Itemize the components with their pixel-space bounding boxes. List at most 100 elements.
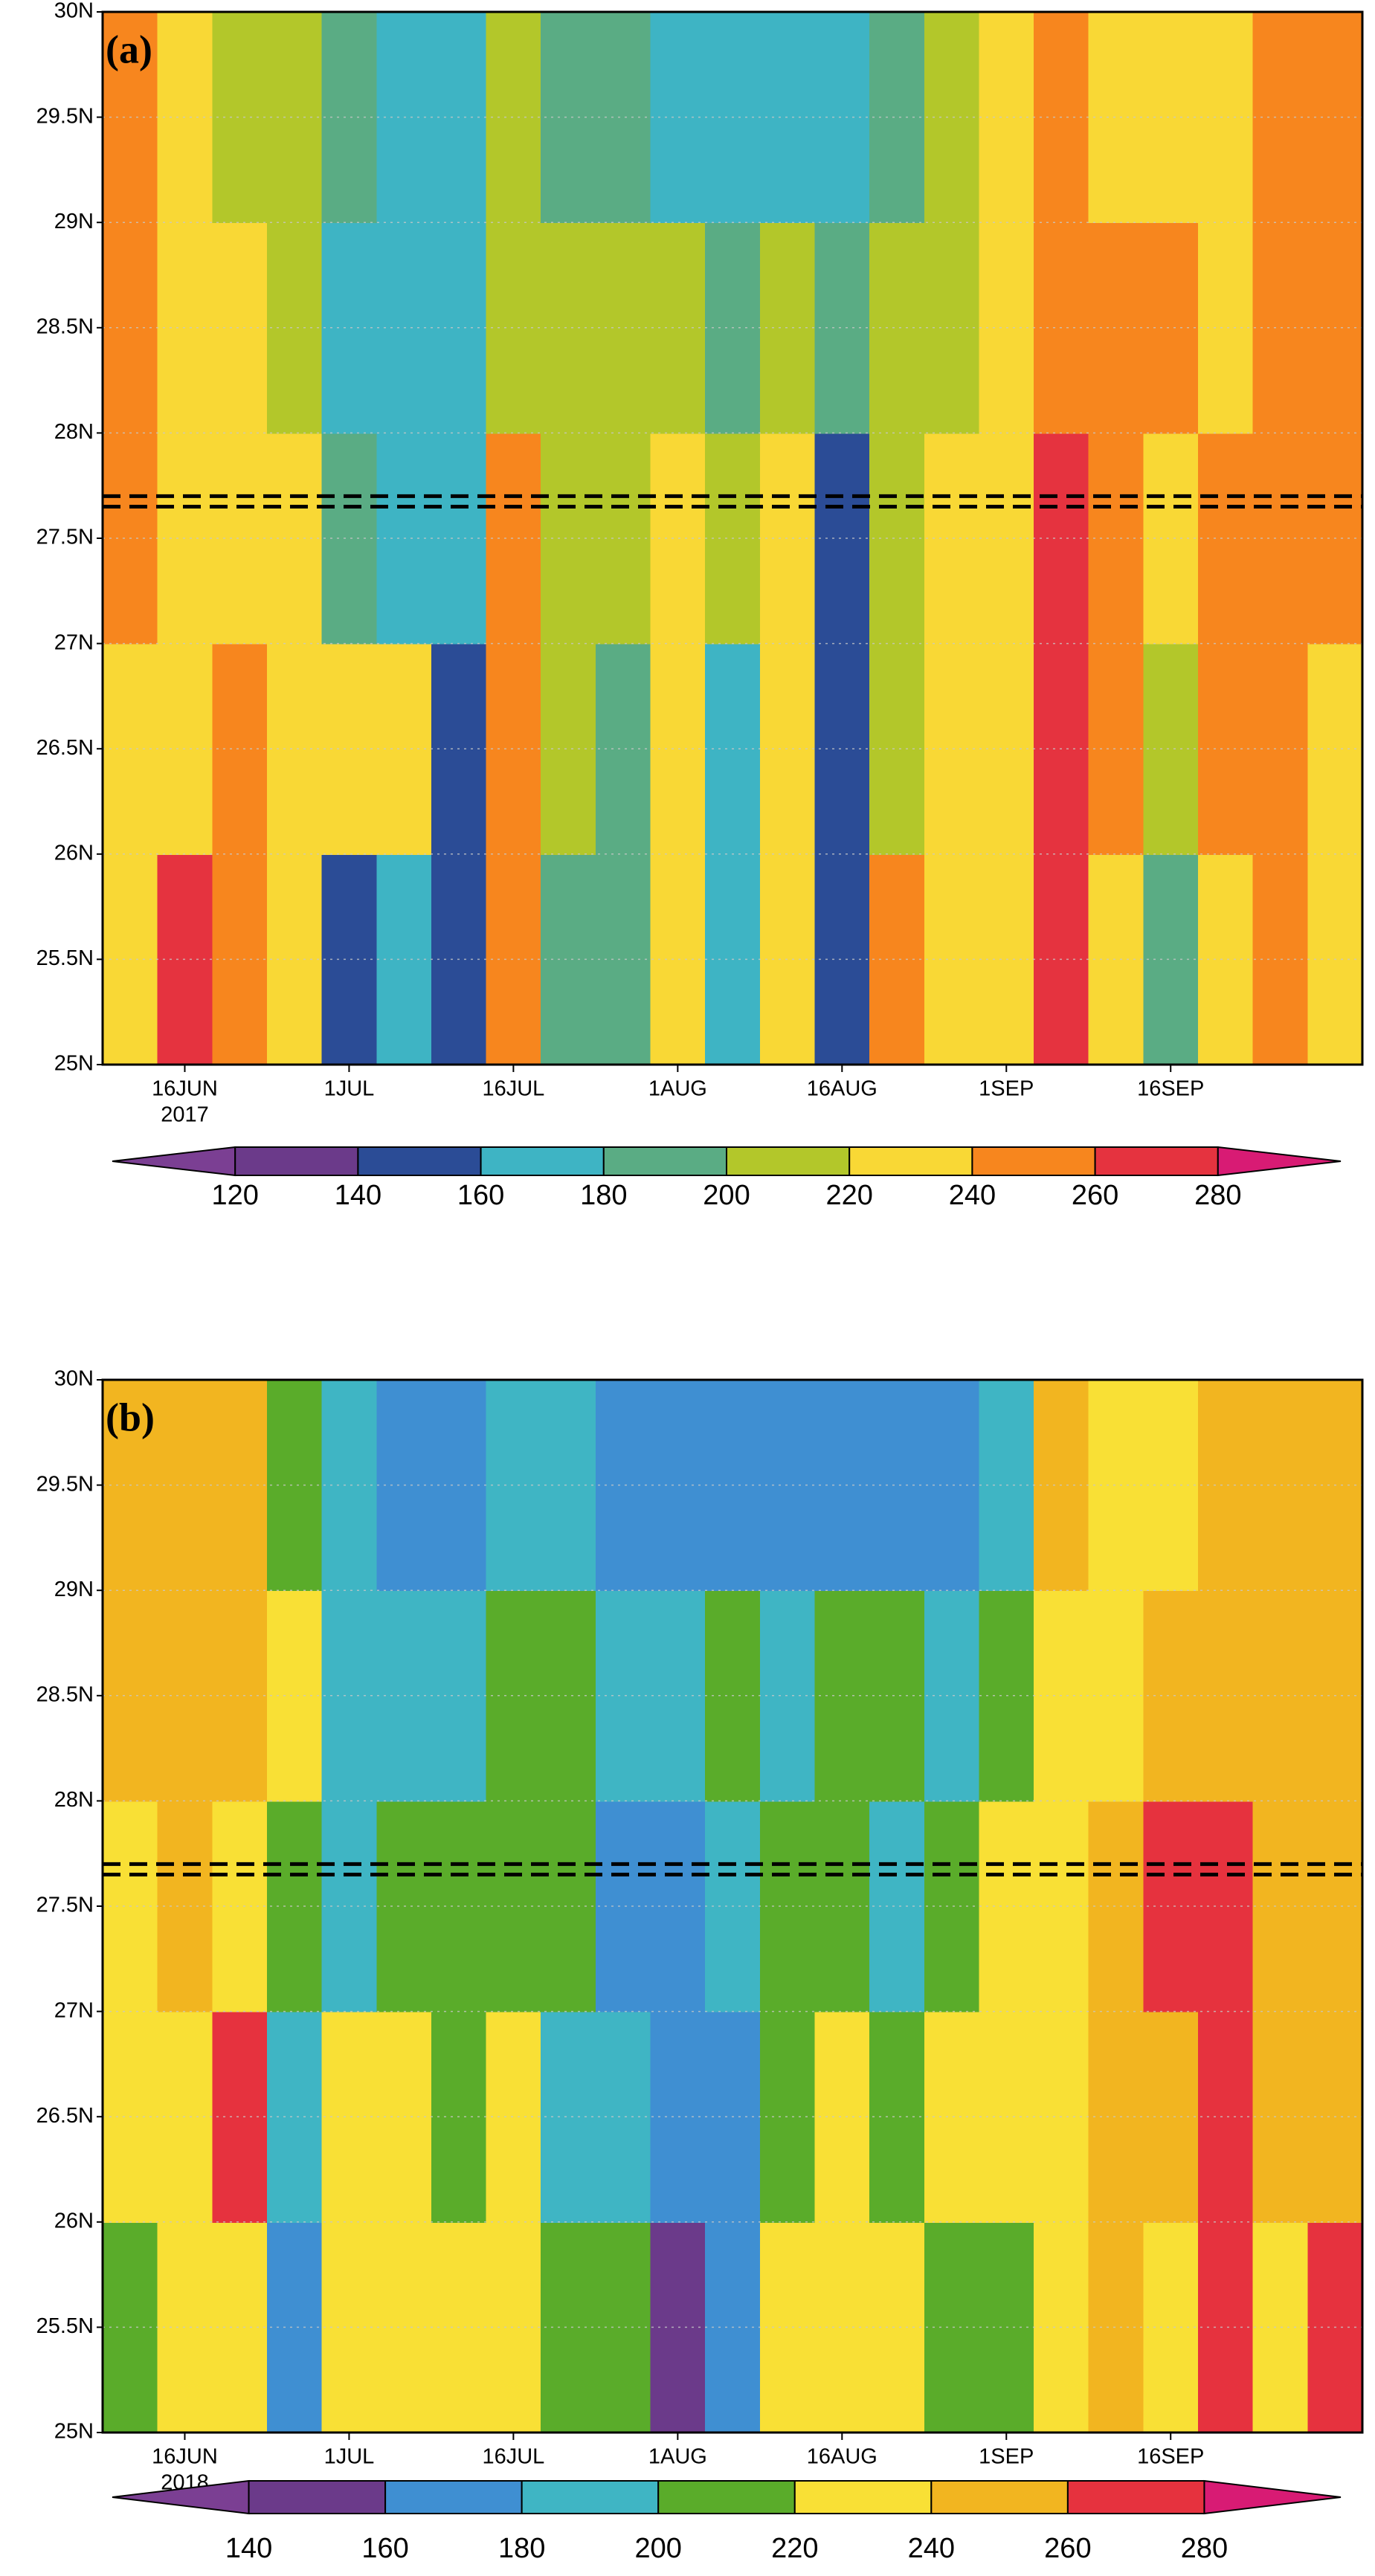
cell [1143,1801,1199,2012]
panel-label: (b) [106,1395,155,1439]
cell [924,853,980,1065]
cell [541,1380,596,1592]
cell [869,2221,925,2433]
y-tick-label: 29.5N [36,104,94,128]
colorbar-label: 140 [225,2533,272,2564]
cell [486,222,542,434]
colorbar-segment [384,2480,523,2514]
plot-frame [101,1378,1364,2434]
cell [1198,1380,1254,1592]
cell [1198,853,1254,1065]
y-tick-label: 28N [54,420,94,444]
colorbar-label: 280 [1181,2533,1228,2564]
colorbar-segment [1066,2480,1205,2514]
y-tick-label: 28N [54,1788,94,1812]
colorbar-segment [793,2480,933,2514]
y-tick-label: 29N [54,210,94,233]
cell [486,2011,542,2223]
x-tick-label: 16AUG [807,2445,878,2469]
cell [814,2221,871,2433]
colorbar-label: 140 [335,1180,381,1211]
x-tick-label: 1SEP [979,1077,1034,1101]
cell [541,2221,596,2433]
cell [1088,433,1144,645]
cell [321,12,378,224]
cell [212,853,268,1065]
x-tick-label: 16JUN [152,2445,218,2469]
y-tick-label: 26N [54,841,94,865]
y-tick-label: 26.5N [36,736,94,760]
cell [924,2011,980,2223]
cell [486,12,542,224]
colorbar-segment [521,2480,660,2514]
colorbar-segment [602,1146,727,1176]
cell [1143,222,1199,434]
colorbar-label: 200 [635,2533,682,2564]
colorbar-label: 240 [908,2533,955,2564]
colorbar-segment [971,1146,1096,1176]
cell [1198,433,1254,645]
cell [595,643,651,855]
cell [486,643,542,855]
colorbar-label: 240 [949,1180,996,1211]
x-tick-label: 1JUL [324,2445,375,2469]
cell [266,1380,323,1592]
cell [486,1590,542,1802]
cell [814,643,871,855]
cell [595,2221,651,2433]
colorbar-segment [657,2480,796,2514]
colorbar-label: 280 [1194,1180,1241,1211]
cell [595,433,651,645]
panel-label: (a) [106,27,152,71]
colorbar-segment [248,2480,387,2514]
y-tick-label: 27.5N [36,526,94,549]
cell [541,433,596,645]
cell [486,1801,542,2012]
x-tick-label: 1AUG [648,2445,707,2469]
cell [486,1380,542,1592]
cell [212,643,268,855]
cell [1088,1801,1144,2012]
cell [486,433,542,645]
x-sublabel: 2017 [161,1103,209,1127]
cell [1198,643,1254,855]
y-tick-label: 25.5N [36,2314,94,2338]
cell [212,1801,268,2012]
cell [1088,1380,1144,1592]
cell [541,222,596,434]
cell [321,1380,378,1592]
cell [321,2011,378,2223]
cell [266,1801,323,2012]
cell [1143,1380,1199,1592]
cell [869,1801,925,2012]
cell [321,433,378,645]
cell [541,1801,596,2012]
y-tick-label: 30N [54,1367,94,1391]
cell [212,433,268,645]
cell [869,643,925,855]
cell [814,1801,871,2012]
cell [814,12,871,224]
colorbar-label: 260 [1072,1180,1118,1211]
y-tick-label: 27N [54,630,94,654]
cell [869,1590,925,1802]
cell [924,1590,980,1802]
cell [595,12,651,224]
cell [321,1801,378,2012]
cell [1198,2221,1254,2433]
cell [486,2221,542,2433]
cell [1088,12,1144,224]
cell [814,433,871,645]
colorbar-label: 160 [361,2533,408,2564]
cell [1198,222,1254,434]
cell [814,853,871,1065]
y-tick-label: 27N [54,1998,94,2022]
cell [541,1590,596,1802]
colorbar-label: 220 [825,1180,872,1211]
cell [1198,12,1254,224]
cell [924,2221,980,2433]
x-tick-label: 16SEP [1137,2445,1204,2469]
cell [1143,853,1199,1065]
cell [541,2011,596,2223]
